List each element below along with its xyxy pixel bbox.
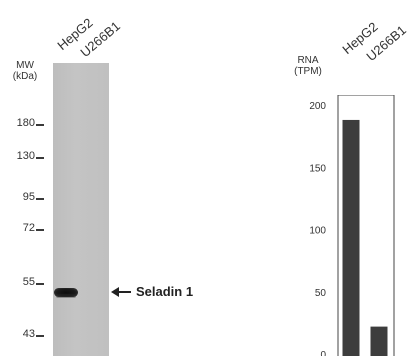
mw-axis-label: MW (kDa) [10, 60, 40, 82]
y-tick-label-100: 100 [309, 226, 326, 237]
seladin-band-shadow [56, 294, 76, 298]
marker-tick-130 [36, 157, 44, 159]
band-label: Seladin 1 [136, 284, 194, 299]
marker-label-95: 95 [22, 191, 35, 203]
y-tick-label-200: 200 [309, 101, 326, 112]
blot-membrane [53, 63, 109, 356]
marker-label-43: 43 [22, 328, 35, 340]
y-tick-label-150: 150 [309, 163, 326, 174]
y-tick-label-50: 50 [315, 288, 327, 299]
mw-label-line1: MW [16, 60, 34, 71]
marker-label-180: 180 [16, 117, 35, 129]
band-arrow-shaft [113, 291, 131, 293]
chart-frame [337, 95, 395, 356]
marker-label-55: 55 [22, 276, 35, 288]
marker-tick-95 [36, 198, 44, 200]
bar-u266b1 [370, 326, 388, 356]
y-tick-label-0: 0 [320, 350, 326, 356]
rna-axis-label: RNA (TPM) [290, 55, 326, 77]
marker-tick-43 [36, 335, 44, 337]
rna-bar-chart: 200 150 100 50 0 [309, 95, 395, 356]
mw-label-line2: (kDa) [12, 71, 38, 82]
marker-tick-72 [36, 229, 44, 231]
rna-label-line2: (TPM) [294, 66, 322, 77]
marker-tick-180 [36, 124, 44, 126]
bar-hepg2 [342, 119, 360, 356]
marker-tick-55 [36, 283, 44, 285]
seladin-band [54, 288, 78, 297]
marker-label-72: 72 [22, 222, 35, 234]
rna-label-line1: RNA [297, 55, 319, 66]
marker-label-130: 130 [16, 150, 35, 162]
